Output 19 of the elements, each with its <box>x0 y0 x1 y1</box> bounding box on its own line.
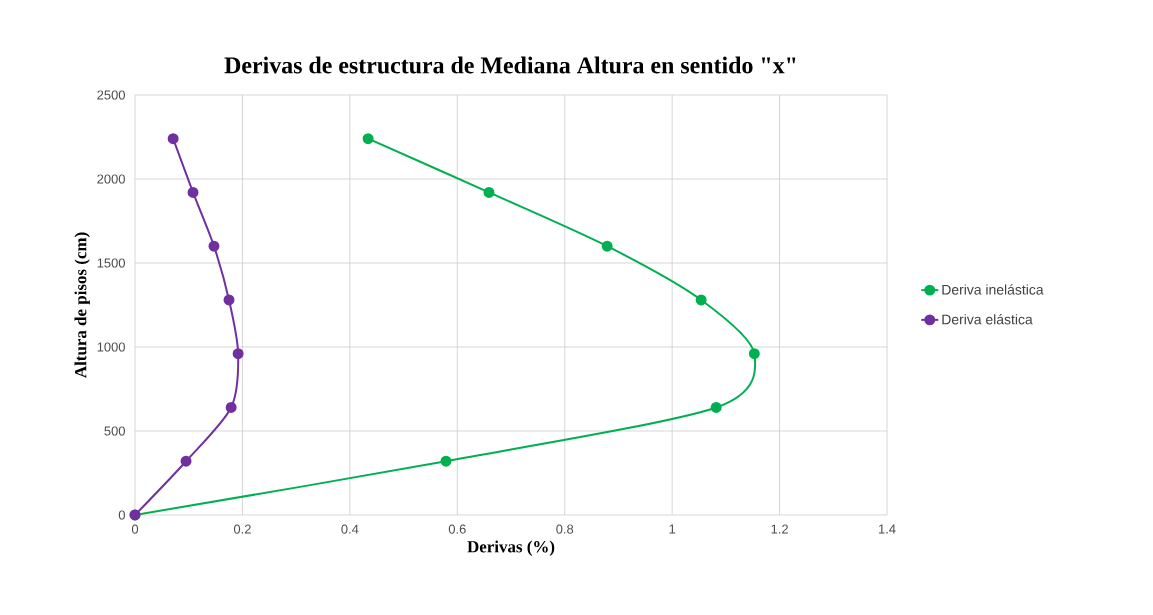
x-tick-label: 1.2 <box>771 524 788 534</box>
x-tick-label: 0 <box>131 524 139 534</box>
y-tick-label: 2500 <box>97 90 125 100</box>
x-tick-label: 0.4 <box>341 524 359 534</box>
legend-label: Deriva inelástica <box>942 284 1044 295</box>
legend-label: Deriva elástica <box>942 313 1033 325</box>
x-axis-title: Derivas (%) <box>467 540 555 556</box>
y-axis-title: Altura de pisos (cm) <box>74 232 90 378</box>
y-tick-label: 1000 <box>97 342 125 352</box>
x-tick-label: 1 <box>669 524 676 534</box>
chart-title: Derivas de estructura de Mediana Altura en sentido "x" <box>224 56 796 74</box>
x-tick-label: 0.6 <box>448 524 466 534</box>
x-tick-label: 0.2 <box>233 524 251 534</box>
x-tick-label: 0.8 <box>556 524 574 534</box>
y-tick-label: 2000 <box>97 174 125 184</box>
y-tick-label: 0 <box>118 510 125 520</box>
y-tick-label: 500 <box>104 426 125 436</box>
x-tick-label: 1.4 <box>878 524 896 534</box>
y-tick-label: 1500 <box>97 258 125 268</box>
